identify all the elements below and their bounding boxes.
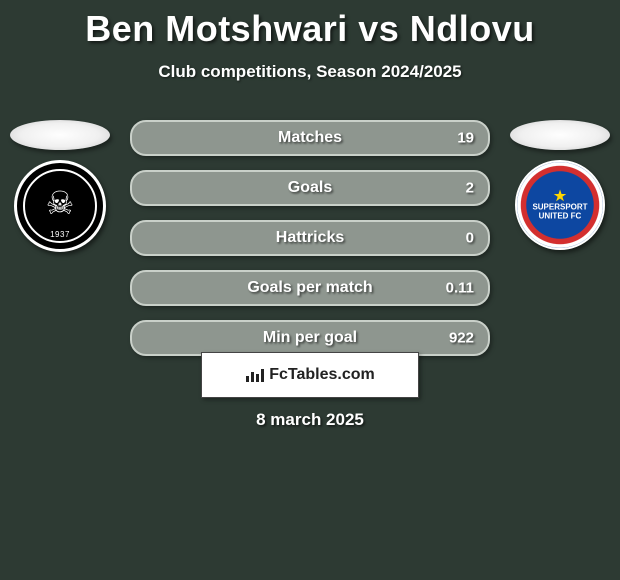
stat-value-right: 0 xyxy=(466,230,474,247)
crest-supersport-united: ★ SUPERSPORTUNITED FC xyxy=(515,160,605,250)
stat-row-hattricks: Hattricks 0 xyxy=(130,220,490,256)
skull-icon: ☠ xyxy=(46,187,75,219)
player-right-col: ★ SUPERSPORTUNITED FC xyxy=(505,120,615,250)
infographic-root: Ben Motshwari vs Ndlovu Club competition… xyxy=(0,0,620,580)
stat-label: Matches xyxy=(278,129,342,147)
player-left-col: ☠ 1937 xyxy=(5,120,115,252)
stat-value-right: 19 xyxy=(457,130,474,147)
subtitle: Club competitions, Season 2024/2025 xyxy=(0,62,620,82)
page-title: Ben Motshwari vs Ndlovu xyxy=(0,0,620,50)
stat-row-goals: Goals 2 xyxy=(130,170,490,206)
stat-label: Min per goal xyxy=(263,329,357,347)
crest-year: 1937 xyxy=(50,230,70,239)
stat-label: Hattricks xyxy=(276,229,344,247)
crest-ss-text: ★ SUPERSPORTUNITED FC xyxy=(532,189,587,222)
stat-row-mpg: Min per goal 922 xyxy=(130,320,490,356)
stat-value-right: 2 xyxy=(466,180,474,197)
stat-row-matches: Matches 19 xyxy=(130,120,490,156)
stat-label: Goals xyxy=(288,179,332,197)
player-right-photo xyxy=(510,120,610,150)
player-left-photo xyxy=(10,120,110,150)
stat-row-gpm: Goals per match 0.11 xyxy=(130,270,490,306)
brand-box[interactable]: FcTables.com xyxy=(201,352,419,398)
stat-value-right: 922 xyxy=(449,330,474,347)
crest-orlando-pirates: ☠ 1937 xyxy=(14,160,106,252)
date-line: 8 march 2025 xyxy=(0,410,620,430)
stat-label: Goals per match xyxy=(247,279,372,297)
bar-chart-icon xyxy=(245,367,265,383)
stat-value-right: 0.11 xyxy=(446,280,474,297)
star-icon: ★ xyxy=(532,189,587,204)
brand-text: FcTables.com xyxy=(269,366,375,384)
stats-column: Matches 19 Goals 2 Hattricks 0 Goals per… xyxy=(130,120,490,370)
